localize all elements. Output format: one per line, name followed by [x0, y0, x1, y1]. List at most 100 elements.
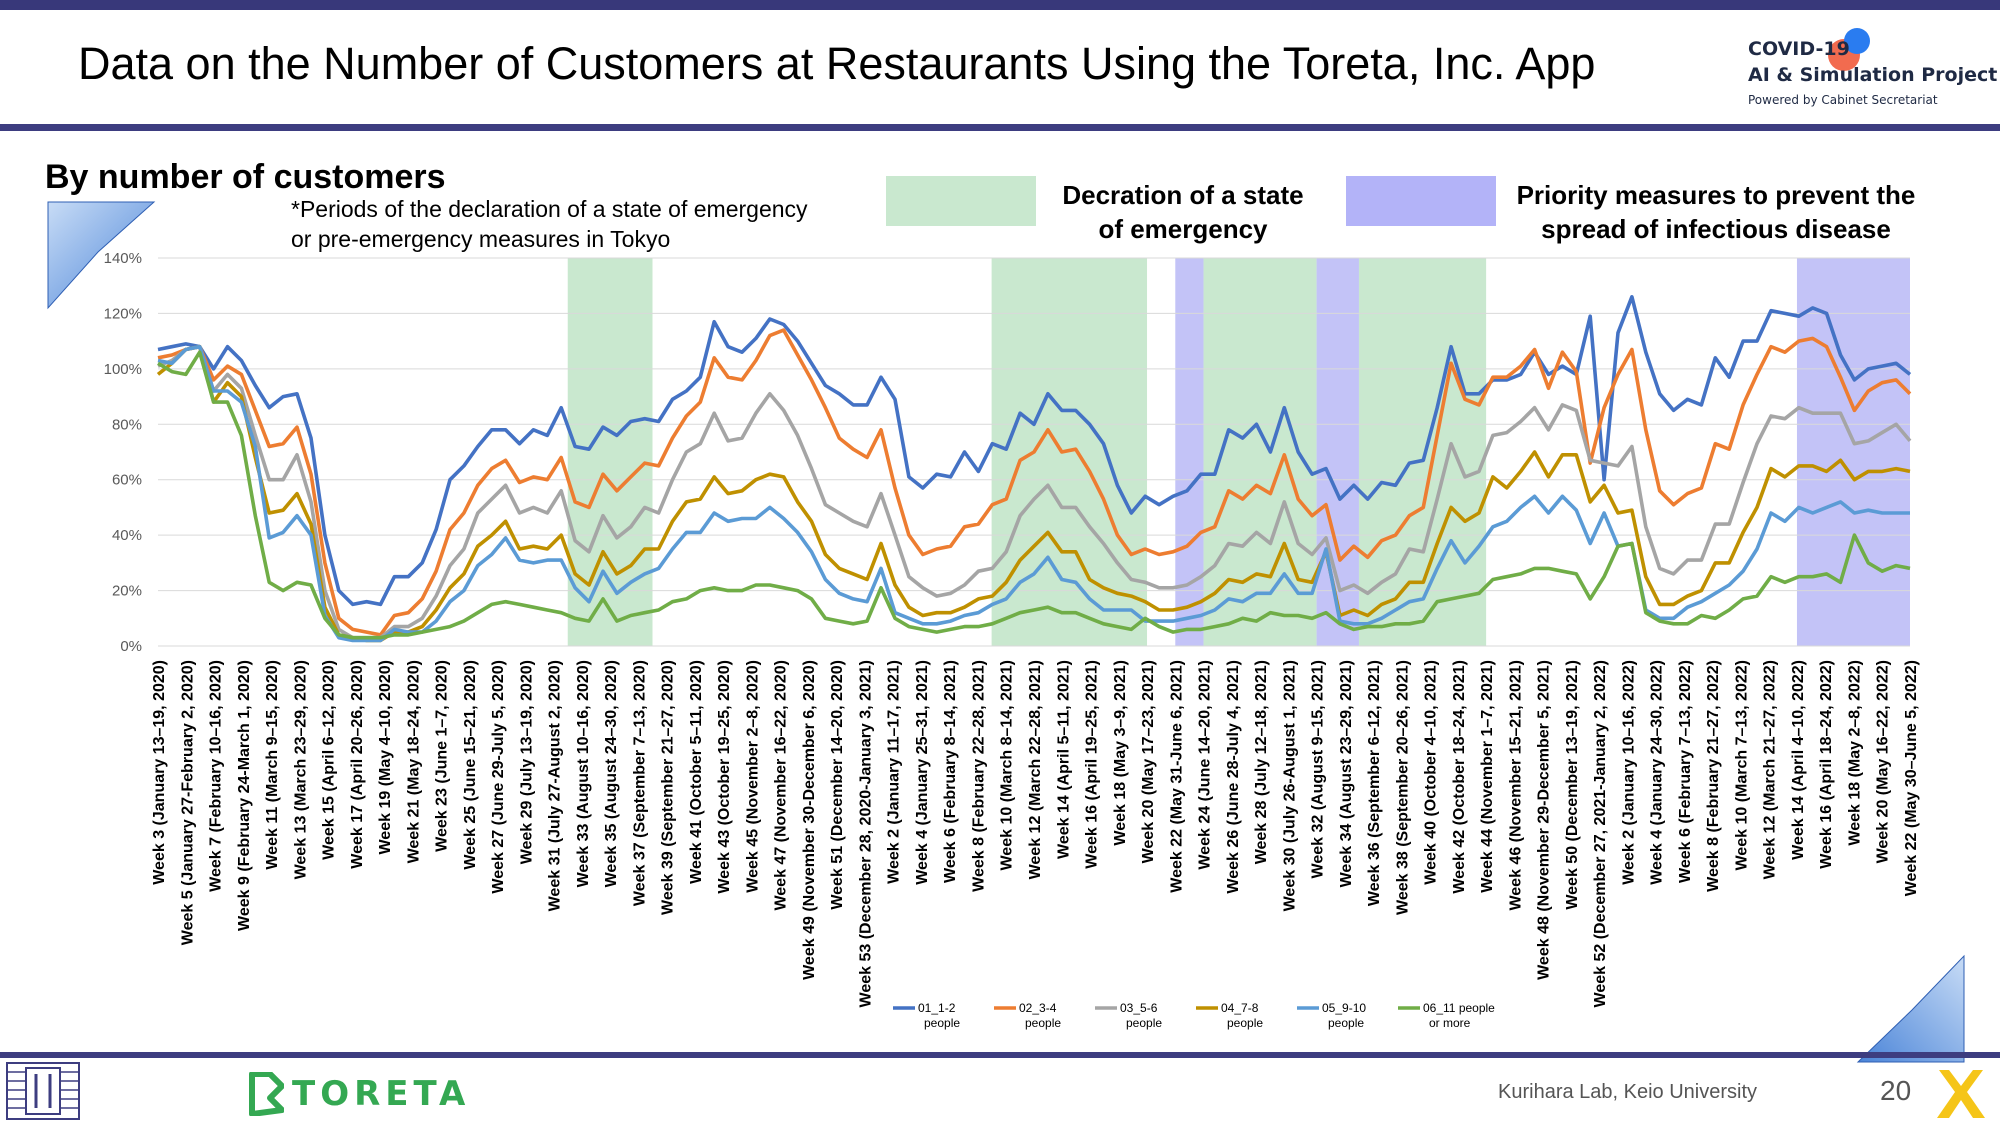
x-tick-label: Week 44 (November 1–7, 2021) [1479, 660, 1496, 893]
x-tick-label: Week 18 (May 2–8, 2022) [1847, 660, 1864, 846]
x-tick-label: Week 50 (December 13–19, 2021) [1564, 660, 1581, 910]
legend-label-5-line2: people [1328, 1016, 1364, 1030]
series-line-2 [157, 328, 1912, 637]
section-subtitle: By number of customers [45, 158, 446, 196]
legend-label-4-line2: people [1227, 1016, 1263, 1030]
x-tick-label: Week 18 (May 3–9, 2021) [1112, 660, 1129, 846]
y-tick-label: 60% [112, 472, 142, 489]
x-tick-label: Week 4 (January 25–31, 2021) [914, 660, 931, 885]
y-tick-label: 120% [104, 305, 142, 322]
x-tick-label: Week 48 (November 29-December 5, 2021) [1536, 660, 1553, 980]
x-tick-label: Week 20 (May 16–22, 2022) [1875, 660, 1892, 863]
y-tick-label: 100% [104, 361, 142, 378]
x-tick-label: Week 51 (December 14–20, 2020) [829, 660, 846, 910]
x-tick-label: Week 39 (September 21–27, 2020) [660, 660, 677, 915]
x-tick-label: Week 32 (August 9–15, 2021) [1310, 660, 1327, 878]
x-tick-label: Week 25 (June 15–21, 2020) [462, 660, 479, 870]
x-tick-label: Week 41 (October 5–11, 2020) [688, 660, 705, 884]
top-bar [0, 0, 2000, 10]
logo-line-3: Powered by Cabinet Secretariat [1748, 93, 1938, 107]
x-tick-label: Week 16 (April 18–24, 2022) [1818, 660, 1835, 869]
logo-line-2: AI & Simulation Project [1748, 64, 1998, 86]
legend-label-1-line2: people [924, 1016, 960, 1030]
toreta-logo: TORETA [248, 1072, 465, 1116]
y-tick-label: 80% [112, 416, 142, 433]
legend-priority-line-2: spread of infectious disease [1541, 214, 1891, 244]
x-tick-label: Week 10 (March 7–13, 2022) [1734, 660, 1751, 871]
page-number: 20 [1880, 1075, 1912, 1106]
x-tick-label: Week 6 (February 7–13, 2022) [1677, 660, 1694, 883]
footer-credit: Kurihara Lab, Keio University [1498, 1081, 1758, 1103]
legend-label-6: 06_11 people [1423, 1001, 1495, 1015]
x-tick-label: Week 14 (April 5–11, 2021) [1055, 660, 1072, 859]
shaded-period-emergency-0 [567, 258, 653, 646]
corner-decoration-top-left [47, 201, 156, 310]
legend-label-4: 04_7-8 [1221, 1001, 1259, 1015]
x-tick-label: Week 52 (December 27, 2021-January 2, 20… [1592, 660, 1609, 1007]
logo-blue-dot-icon [1844, 28, 1870, 54]
x-tick-label: Week 46 (November 15–21, 2021) [1507, 660, 1524, 911]
header-rule [0, 124, 2000, 131]
series-line-1 [157, 294, 1912, 607]
x-tick-label: Week 8 (February 21–27, 2022) [1705, 660, 1722, 892]
period-note: *Periods of the declaration of a state o… [291, 194, 808, 254]
x-tick-label: Week 31 (July 27-August 2, 2020) [547, 660, 564, 911]
x-tick-label: Week 30 (July 26-August 1, 2021) [1281, 660, 1298, 911]
x-tick-label: Week 24 (June 14–20, 2021) [1197, 660, 1214, 870]
customer-trend-chart: 0% 20% 40% 60% 80% 100% 120% 140% Week 3 (Janua… [104, 250, 1920, 1030]
page-title: Data on the Number of Customers at Resta… [78, 38, 1596, 89]
legend-emergency-line-2: of emergency [1098, 214, 1268, 244]
x-tick-label: Week 4 (January 24–30, 2022) [1649, 660, 1666, 885]
x-tick-label: Week 22 (May 30–June 5, 2022) [1903, 660, 1920, 896]
period-note-line-2: or pre-emergency measures in Tokyo [291, 226, 671, 252]
series-line-6 [157, 350, 1911, 640]
series-layer [156, 294, 1912, 643]
legend-label-2-line2: people [1025, 1016, 1061, 1030]
x-tick-label: Week 29 (July 13–19, 2020) [518, 660, 535, 864]
y-tick-layer: 0% 20% 40% 60% 80% 100% 120% 140% [104, 250, 142, 655]
x-tick-label: Week 3 (January 13–19, 2020) [151, 660, 168, 885]
legend-label-6-line2: or more [1429, 1016, 1471, 1030]
x-tick-label: Week 8 (February 22–28, 2021) [971, 660, 988, 892]
legend-emergency-label: Decration of a state of emergency [1040, 178, 1326, 246]
x-tick-label: Week 17 (April 20–26, 2020) [349, 660, 366, 869]
x-tick-label: Week 34 (August 23–29, 2021) [1338, 660, 1355, 887]
series-line-4 [156, 344, 1911, 643]
shaded-period-emergency-5 [1358, 258, 1487, 646]
x-tick-label: Week 14 (April 4–10, 2022) [1790, 660, 1807, 860]
x-tick-label: Week 2 (January 10–16, 2022) [1620, 660, 1637, 885]
x-tick-label: Week 23 (June 1–7, 2020) [434, 660, 451, 852]
x-tick-label: Week 35 (August 24–30, 2020) [603, 660, 620, 887]
legend-priority-label: Priority measures to prevent the spread … [1500, 178, 1932, 246]
legend-label-5: 05_9-10 [1322, 1001, 1366, 1015]
x-tick-label: Week 40 (October 4–10, 2021) [1423, 660, 1440, 885]
legend-priority-swatch [1346, 176, 1496, 226]
x-tick-label: Week 49 (November 30-December 6, 2020) [801, 660, 818, 980]
period-shading-layer [567, 258, 1910, 646]
x-tick-label: Week 36 (September 6–12, 2021) [1366, 660, 1383, 906]
x-tick-label: Week 38 (September 20–26, 2021) [1394, 660, 1411, 915]
x-tick-label: Week 7 (February 10–16, 2020) [208, 660, 225, 892]
y-tick-label: 140% [104, 250, 142, 267]
x-tick-label: Week 12 (March 21–27, 2022) [1762, 660, 1779, 879]
series-line-3 [157, 344, 1912, 640]
legend-emergency-line-1: Decration of a state [1062, 180, 1304, 210]
x-tick-label: Week 20 (May 17–23, 2021) [1140, 660, 1157, 863]
x-tick-label: Week 42 (October 18–24, 2021) [1451, 660, 1468, 894]
legend-label-3-line2: people [1126, 1016, 1162, 1030]
x-tick-label: Week 33 (August 10–16, 2020) [575, 660, 592, 887]
covid-project-logo: COVID-19 AI & Simulation Project Powered… [1748, 28, 1997, 116]
x-tick-label: Week 6 (February 8–14, 2021) [942, 660, 959, 883]
x-tick-label: Week 22 (May 31-June 6, 2021) [1168, 660, 1185, 893]
x-tick-label: Week 28 (July 12–18, 2021) [1253, 660, 1270, 864]
x-tick-label: Week 5 (January 27-February 2, 2020) [179, 660, 196, 945]
footer-rule [0, 1052, 2000, 1058]
legend-priority-line-1: Priority measures to prevent the [1516, 180, 1916, 210]
x-tick-label: Week 45 (November 2–8, 2020) [744, 660, 761, 893]
toreta-brand-text: TORETA [292, 1074, 471, 1114]
x-tick-label: Week 15 (April 6–12, 2020) [321, 660, 338, 860]
logo-line-1: COVID-19 [1748, 38, 1850, 60]
shaded-period-priority-2 [1175, 258, 1204, 646]
toreta-mark-icon [249, 1072, 284, 1116]
x-tick-label: Week 47 (November 16–22, 2020) [773, 660, 790, 911]
